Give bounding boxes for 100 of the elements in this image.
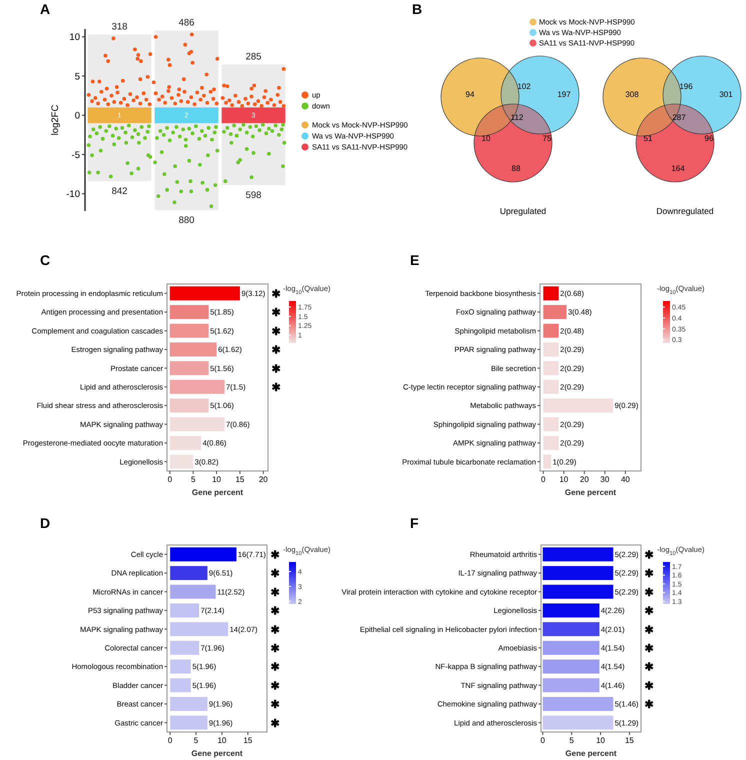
text: ✱ [644, 624, 654, 636]
text: 197 [557, 90, 572, 99]
bar [543, 454, 552, 469]
text: ✱ [270, 662, 280, 674]
bar [170, 622, 228, 636]
chart-title: A [40, 1, 50, 17]
bar [543, 380, 559, 394]
text: 96 [704, 134, 714, 143]
text: ✱ [272, 307, 280, 320]
bar [170, 324, 209, 338]
text: ✱ [270, 624, 280, 636]
text: 308 [625, 90, 640, 99]
text: ✱ [270, 718, 280, 730]
text: Downregulated [656, 206, 714, 216]
y-tick-label: 5 [74, 71, 80, 82]
bar [170, 660, 191, 674]
y-tick-label: -10 [66, 189, 80, 200]
bar [543, 342, 559, 356]
y-axis-title: log2FC [50, 104, 61, 136]
bar [154, 107, 218, 124]
text: ✱ [644, 643, 654, 656]
text: ✱ [270, 586, 280, 599]
x-tick-label: 40 [620, 475, 630, 484]
x-tick-label: 10 [559, 475, 569, 484]
text: ✱ [272, 344, 280, 357]
x-axis-title: Gene percent [192, 488, 244, 497]
bar [543, 361, 559, 376]
bar [543, 324, 559, 338]
text: E [410, 252, 420, 268]
bar [170, 454, 194, 469]
text: ✱ [270, 568, 280, 580]
bar [170, 361, 209, 376]
text: 102 [517, 82, 532, 91]
bar [543, 305, 566, 320]
text: 88 [512, 164, 521, 173]
bar [170, 640, 200, 655]
bar [170, 342, 217, 356]
x-axis-title: Gene percent [191, 749, 243, 758]
text: 164 [671, 164, 686, 173]
bar [170, 398, 209, 413]
bar [543, 286, 559, 300]
text: ✱ [644, 550, 654, 562]
annotation: 880 [178, 215, 194, 226]
x-tick-label: 20 [258, 475, 268, 484]
x-tick-label: 10 [596, 736, 606, 745]
bar [222, 107, 286, 124]
bar [170, 417, 225, 432]
x-axis-title: Gene percent [565, 749, 617, 758]
text: F [410, 515, 419, 531]
x-tick-label: 5 [194, 736, 199, 745]
text: ✱ [272, 363, 280, 376]
bar [170, 286, 240, 300]
text: ✱ [270, 643, 280, 656]
text: ✱ [270, 606, 280, 618]
text: ✱ [644, 680, 654, 692]
bar [170, 380, 225, 394]
annotation: 486 [178, 18, 194, 29]
x-tick-label: 20 [580, 475, 590, 484]
bar [170, 584, 216, 599]
text: C [40, 252, 50, 268]
text: ✱ [272, 288, 280, 301]
bar [170, 436, 202, 450]
bar [543, 417, 559, 432]
text: 301 [719, 90, 734, 99]
bar [543, 398, 614, 413]
annotation: 318 [112, 21, 128, 32]
bar [170, 678, 191, 692]
text: ✱ [272, 382, 280, 394]
bar [170, 547, 236, 562]
bar [170, 566, 208, 580]
text: 75 [542, 134, 552, 143]
x-tick-label: 10 [217, 736, 227, 745]
text: ✱ [644, 568, 654, 580]
x-tick-label: 0 [168, 475, 173, 484]
text: 287 [672, 112, 686, 122]
text: ✱ [644, 606, 654, 618]
bar [170, 603, 200, 618]
x-tick-label: 10 [212, 475, 222, 484]
x-tick-label: 30 [600, 475, 610, 484]
x-tick-label: 15 [624, 736, 634, 745]
text: D [40, 515, 50, 531]
x-tick-label: 0 [541, 475, 546, 484]
bar [170, 696, 208, 711]
bar [88, 107, 152, 124]
x-tick-label: 5 [190, 475, 196, 484]
text: 94 [466, 90, 475, 99]
bar [543, 436, 559, 450]
x-tick-label: 0 [168, 736, 173, 745]
text: Upregulated [500, 206, 546, 216]
y-tick-label: -5 [72, 150, 80, 161]
x-axis-title: Gene percent [564, 488, 616, 497]
text: 51 [644, 134, 653, 143]
text: ✱ [270, 699, 280, 712]
text: ✱ [644, 699, 654, 712]
text: ✱ [270, 680, 280, 692]
text: ✱ [272, 326, 280, 338]
text: ✱ [644, 662, 654, 674]
x-tick-label: 15 [243, 736, 253, 745]
text: 112 [510, 112, 524, 122]
annotation: 842 [112, 186, 128, 198]
